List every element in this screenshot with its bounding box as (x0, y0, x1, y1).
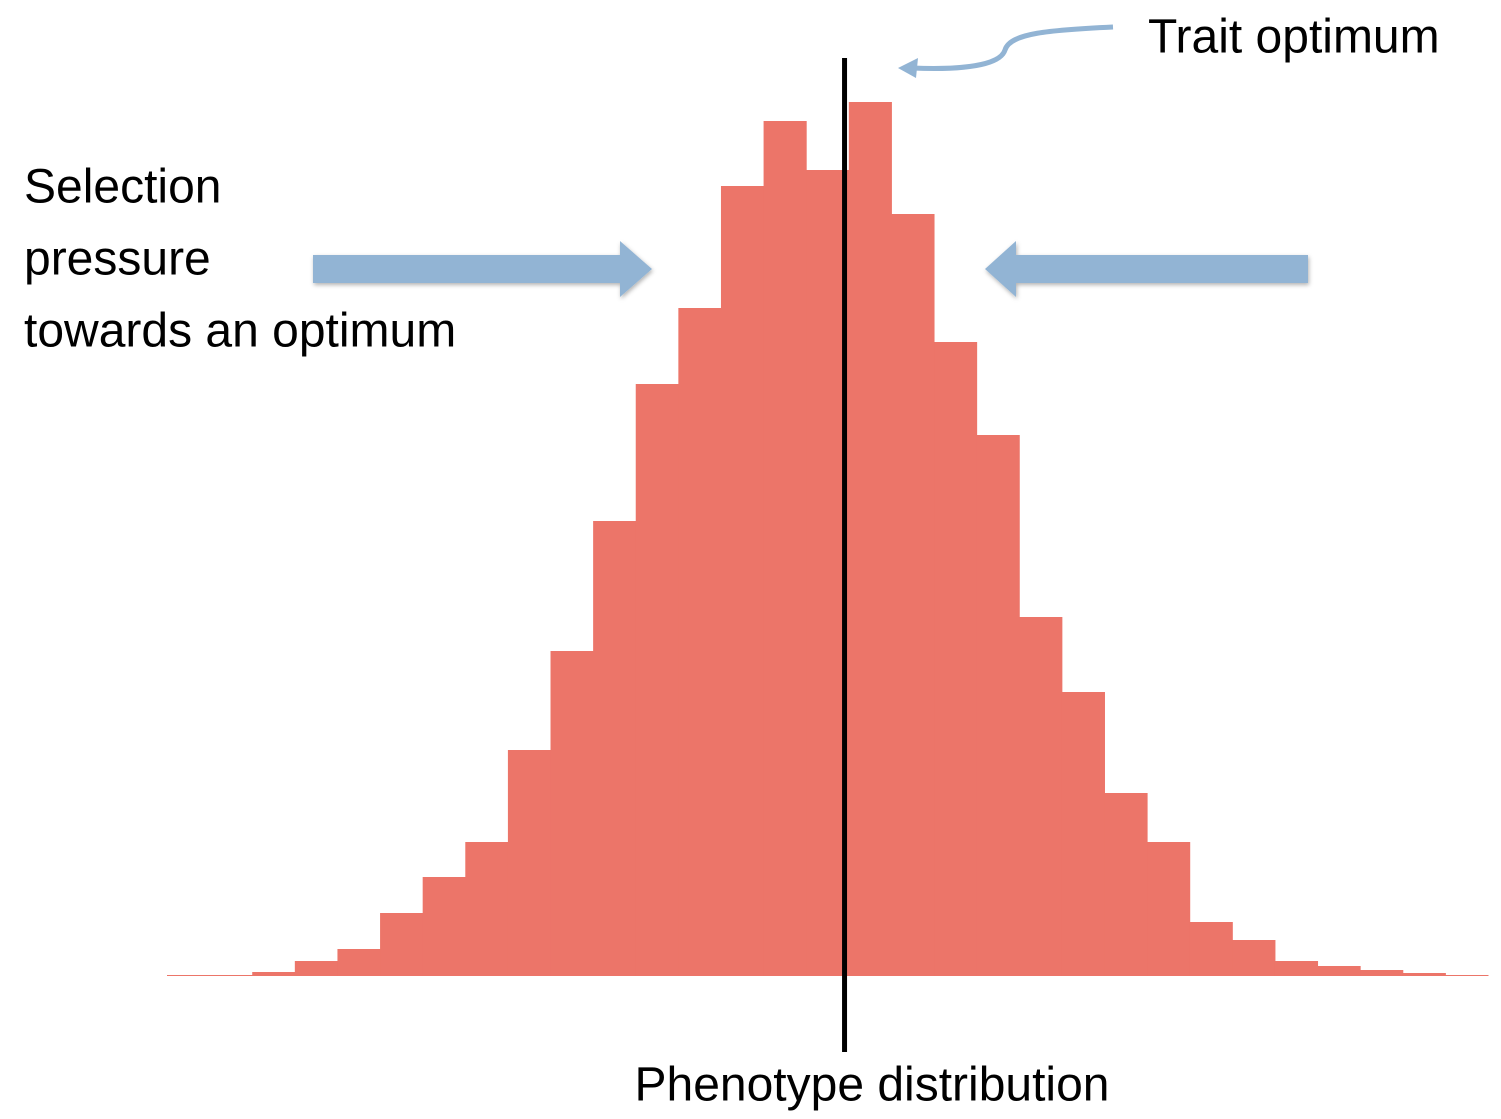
x-axis-label: Phenotype distribution (635, 1059, 1110, 1112)
bar (934, 342, 978, 976)
curved-arrow (911, 24, 1114, 71)
bar (422, 877, 466, 976)
bar (209, 975, 253, 976)
bar (976, 435, 1020, 976)
bar (763, 121, 807, 976)
bar (635, 384, 679, 976)
bar (337, 949, 381, 976)
bar (1317, 966, 1361, 976)
bar (891, 214, 935, 976)
bar (848, 102, 892, 976)
bar (294, 961, 338, 976)
curved-arrow-head (898, 58, 918, 78)
annotation-line: pressure (24, 233, 211, 286)
bar (252, 972, 296, 976)
bar (507, 750, 552, 976)
bar (1274, 961, 1319, 976)
bar (1402, 973, 1446, 976)
bar (1189, 922, 1233, 976)
bar (465, 842, 509, 976)
bars (167, 102, 1489, 976)
bar (678, 308, 722, 976)
bar (167, 975, 211, 976)
bar (1019, 617, 1063, 976)
bar (1147, 842, 1191, 976)
right-arrow (985, 241, 1308, 297)
bar (1232, 940, 1276, 976)
bar (593, 521, 637, 976)
left-arrow (313, 241, 652, 297)
bar (720, 186, 765, 976)
bar (1445, 975, 1489, 976)
annotation-line: towards an optimum (24, 305, 456, 358)
optimum-label: Trait optimum (1148, 11, 1440, 64)
bar (1104, 793, 1148, 976)
bar (1061, 692, 1105, 976)
bar (380, 913, 424, 976)
bar (1360, 970, 1404, 976)
annotation-line: Selection (24, 161, 221, 214)
bar (550, 651, 594, 976)
